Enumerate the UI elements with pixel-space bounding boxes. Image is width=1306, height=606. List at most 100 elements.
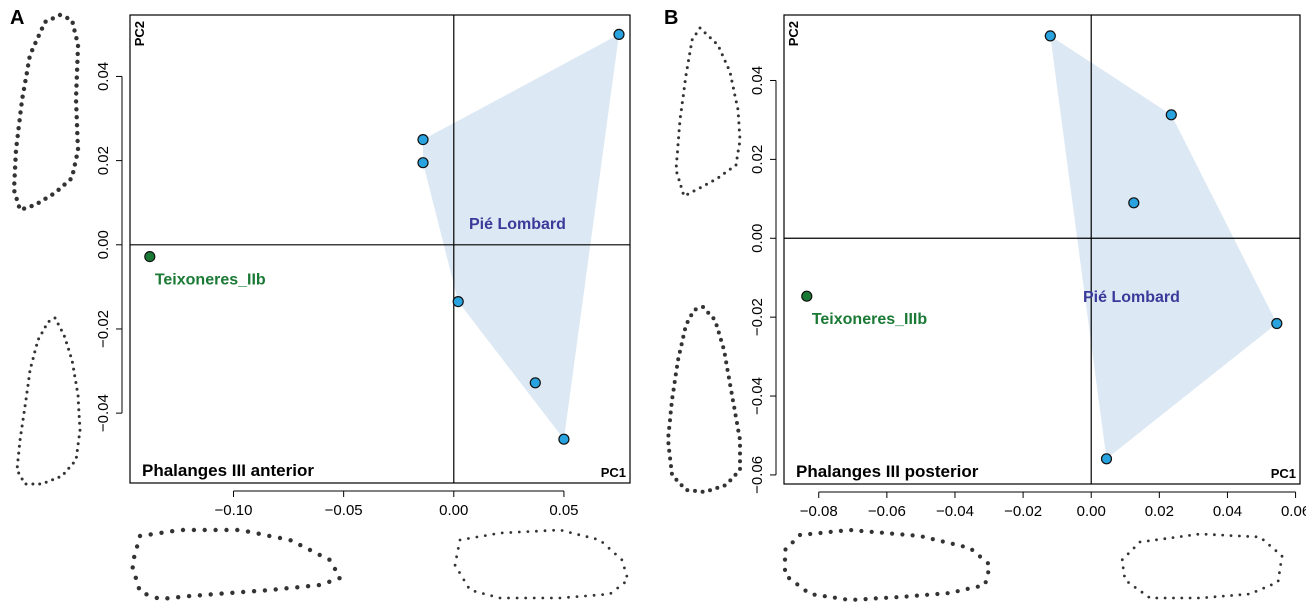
outline-dot	[733, 472, 738, 477]
outline-dot	[584, 594, 587, 598]
outline-dot	[50, 16, 55, 21]
outline-dot	[70, 20, 75, 25]
outline-dot	[670, 395, 675, 400]
y-tick-label: 0.00	[95, 230, 112, 259]
outline-dot	[678, 122, 682, 126]
outline-dot	[1238, 534, 1241, 538]
outline-dot	[15, 133, 20, 139]
outline-dot	[133, 575, 138, 580]
outline-dot	[782, 567, 788, 573]
outline-dot	[675, 171, 679, 175]
outline-dot	[724, 360, 729, 365]
outline-dot	[678, 115, 682, 119]
outline-dot	[144, 592, 149, 597]
x-tick-label: 0.02	[1145, 503, 1174, 520]
outline-dot	[251, 589, 257, 594]
outline-dot	[890, 531, 895, 536]
outline-dot	[719, 337, 723, 342]
outline-dot	[1262, 586, 1266, 590]
outline-dot	[843, 597, 848, 602]
outline-dot	[797, 532, 803, 538]
outline-dot	[73, 99, 79, 104]
outline-dot	[16, 458, 20, 462]
outline-dot	[685, 66, 689, 70]
outline-dot	[16, 126, 21, 131]
outline-dot	[853, 597, 858, 602]
y-tick-label: −0.04	[749, 377, 766, 415]
outline-dot	[1188, 534, 1191, 537]
chart-title: Phalanges III posterior	[796, 462, 979, 481]
outline-dot	[75, 387, 79, 391]
y-tick-label: −0.04	[95, 394, 112, 432]
outline-dot	[737, 436, 742, 441]
outline-dot	[677, 349, 682, 354]
outline-dot	[67, 466, 71, 470]
outline-dot	[726, 66, 730, 70]
outline-dot	[675, 157, 679, 161]
outline-dot	[75, 130, 80, 136]
outline-dot	[56, 187, 61, 192]
outline-dot	[159, 530, 164, 535]
outline-dot	[558, 596, 562, 600]
outline-dot	[500, 531, 504, 535]
pie-lombard-point	[1165, 109, 1177, 121]
outline-dot	[1221, 594, 1225, 598]
outline-dot	[716, 330, 721, 335]
outline-dot	[483, 534, 487, 537]
outline-dot	[1163, 537, 1167, 541]
outline-dot	[675, 364, 679, 369]
outline-dot	[738, 451, 742, 456]
y-tick-label: −0.06	[749, 456, 766, 494]
outline-dot	[679, 342, 684, 347]
outline-dot	[722, 352, 727, 357]
outline-dot	[284, 586, 289, 591]
outline-dot	[960, 544, 965, 549]
outline-dot	[36, 33, 41, 38]
outline-dot	[535, 529, 538, 533]
outline-dot	[29, 203, 34, 209]
outline-dot	[74, 36, 79, 41]
outline-dot	[1196, 532, 1200, 536]
outline-dot	[12, 165, 18, 170]
outline-dot	[23, 404, 27, 408]
outline-dot	[623, 566, 626, 570]
outline-dot	[703, 31, 707, 35]
outline-dot	[684, 73, 688, 77]
outline-dot	[77, 435, 81, 439]
outline-dot	[71, 461, 75, 465]
outline-dot	[728, 478, 733, 483]
outline-dot	[466, 585, 470, 589]
outline-dot	[317, 552, 322, 558]
outline-dot	[593, 537, 597, 541]
y-axis: −0.06 −0.04 −0.02 0.00 0.02 0.04	[749, 66, 777, 494]
outline-dot	[1246, 592, 1250, 596]
outline-shapes-a	[12, 12, 629, 601]
x-tick-label: 0.06	[1281, 503, 1306, 520]
outline-dot	[1147, 595, 1151, 599]
outline-dot	[676, 150, 679, 154]
outline-dot	[75, 51, 80, 57]
outline-dot	[940, 539, 945, 544]
outline-dot	[69, 354, 73, 358]
outline-dot	[688, 52, 692, 56]
outline-dot	[517, 530, 521, 534]
pie-lombard-point	[452, 296, 464, 308]
y-tick-label: −0.02	[95, 310, 112, 348]
outline-dot	[524, 596, 528, 600]
outline-dot	[13, 157, 18, 162]
outline-dot	[685, 320, 690, 324]
outline-dot	[560, 529, 564, 532]
outline-dot	[35, 343, 39, 347]
outline-dot	[1229, 534, 1233, 537]
outline-dot	[717, 46, 721, 50]
outline-dot	[43, 325, 47, 329]
outline-dot	[701, 305, 705, 309]
outline-dot	[148, 532, 153, 537]
outline-dot	[676, 357, 681, 362]
outline-dot	[910, 533, 915, 538]
outline-dot	[700, 489, 705, 494]
teixoneres-label: Teixoneres_IIIb	[812, 311, 928, 328]
outline-dot	[737, 121, 741, 125]
panel-letter-a: A	[10, 7, 24, 29]
outline-dot	[53, 316, 57, 320]
